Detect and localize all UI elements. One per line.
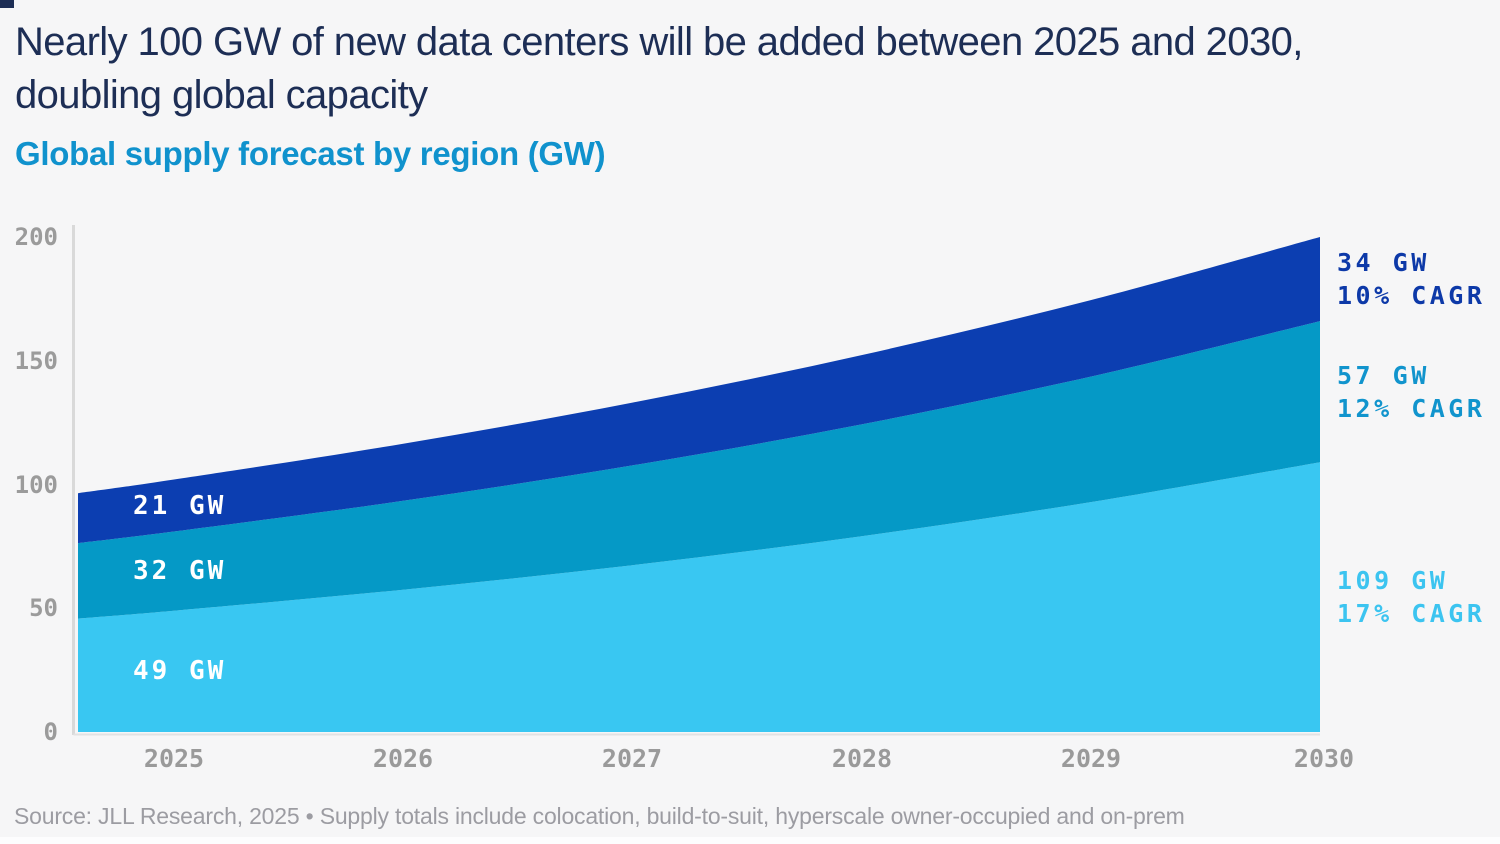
x-tick-label-line: 2030	[1293, 744, 1355, 773]
y-tick-label: 100	[0, 471, 58, 499]
series-start-label-layer-bottom-line: 49 GW	[133, 656, 227, 687]
series-start-label-layer-top-line: 21 GW	[133, 490, 227, 521]
series-end-label-layer-bottom-line: 17% CAGR	[1337, 599, 1486, 629]
y-tick-label-line: 200	[14, 223, 58, 251]
series-end-label-layer-bottom-line: 109 GW	[1337, 566, 1449, 596]
series-start-label-layer-top: 21 GW	[133, 491, 226, 521]
source-note: Source: JLL Research, 2025 • Supply tota…	[14, 803, 1185, 829]
series-end-label-layer-middle: 57 GW 12% CAGR	[1337, 359, 1485, 425]
y-tick-label-line: 100	[14, 470, 58, 499]
y-tick-label: 50	[0, 594, 58, 622]
series-end-label-layer-bottom: 109 GW 17% CAGR	[1337, 564, 1485, 630]
x-tick-label-line: 2029	[1060, 744, 1122, 773]
x-tick-label-line: 2026	[372, 744, 434, 773]
x-tick-label: 2030	[1294, 744, 1354, 773]
x-tick-label-line: 2028	[831, 744, 893, 773]
x-tick-label: 2028	[832, 744, 892, 773]
x-tick-label-line: 2027	[601, 744, 663, 773]
page-title: Nearly 100 GW of new data centers will b…	[15, 16, 1303, 122]
series-start-label-layer-middle-line: 32 GW	[133, 556, 227, 587]
bottom-strip	[0, 837, 1500, 844]
series-start-label-layer-bottom: 49 GW	[133, 656, 226, 686]
y-tick-label: 150	[0, 347, 58, 375]
series-end-label-layer-top-line: 34 GW	[1337, 248, 1430, 278]
x-tick-label-line: 2025	[143, 744, 205, 773]
x-tick-label: 2026	[373, 744, 433, 773]
y-tick-label: 200	[0, 223, 58, 251]
y-tick-label-line: 150	[14, 346, 58, 375]
series-end-label-layer-middle-line: 57 GW	[1337, 360, 1430, 390]
page-title-line2: doubling global capacity	[15, 73, 428, 117]
y-tick-label-line: 50	[29, 594, 58, 623]
area-layer-top	[78, 237, 1320, 544]
chart-subtitle: Global supply forecast by region (GW)	[15, 135, 606, 172]
x-tick-label: 2025	[144, 744, 204, 773]
area-layer-middle	[78, 321, 1320, 619]
series-end-label-layer-top: 34 GW 10% CAGR	[1337, 246, 1485, 312]
series-end-label-layer-middle-line: 12% CAGR	[1337, 393, 1486, 423]
corner-mark	[0, 0, 14, 8]
x-tick-label: 2029	[1061, 744, 1121, 773]
series-start-label-layer-middle: 32 GW	[133, 556, 226, 586]
area-layer-bottom	[78, 462, 1320, 732]
series-end-label-layer-top-line: 10% CAGR	[1337, 281, 1486, 311]
y-tick-label-line: 0	[43, 718, 58, 746]
y-tick-label: 0	[0, 718, 58, 746]
x-tick-label: 2027	[602, 744, 662, 773]
page-title-line1: Nearly 100 GW of new data centers will b…	[15, 20, 1303, 64]
